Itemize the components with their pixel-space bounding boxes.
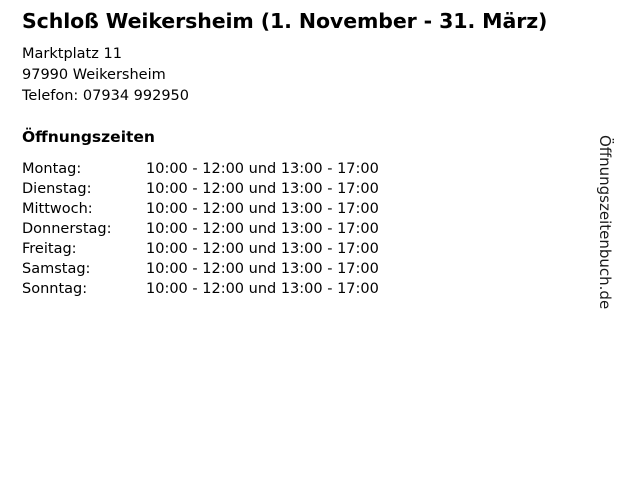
day-hours: 10:00 - 12:00 und 13:00 - 17:00 <box>146 201 379 217</box>
content-container: Schloß Weikersheim (1. November - 31. Mä… <box>22 8 582 299</box>
day-label: Mittwoch: <box>22 201 93 217</box>
address-block: Marktplatz 11 97990 Weikersheim Telefon:… <box>22 44 582 107</box>
table-row: Samstag: 10:00 - 12:00 und 13:00 - 17:00 <box>22 259 379 279</box>
opening-hours-heading: Öffnungszeiten <box>22 128 155 146</box>
day-label: Dienstag: <box>22 181 92 197</box>
day-label: Sonntag: <box>22 281 88 297</box>
day-hours: 10:00 - 12:00 und 13:00 - 17:00 <box>146 181 379 197</box>
opening-hours-table-body: Montag: 10:00 - 12:00 und 13:00 - 17:00 … <box>22 159 379 299</box>
day-label: Samstag: <box>22 261 91 277</box>
table-row: Freitag: 10:00 - 12:00 und 13:00 - 17:00 <box>22 239 379 259</box>
table-row: Montag: 10:00 - 12:00 und 13:00 - 17:00 <box>22 159 379 179</box>
day-hours: 10:00 - 12:00 und 13:00 - 17:00 <box>146 281 379 297</box>
day-hours: 10:00 - 12:00 und 13:00 - 17:00 <box>146 161 379 177</box>
day-hours: 10:00 - 12:00 und 13:00 - 17:00 <box>146 261 379 277</box>
opening-hours-table: Montag: 10:00 - 12:00 und 13:00 - 17:00 … <box>22 159 379 299</box>
address-phone: Telefon: 07934 992950 <box>22 88 190 104</box>
page-title: Schloß Weikersheim (1. November - 31. Mä… <box>22 9 548 33</box>
day-label: Freitag: <box>22 241 77 257</box>
site-watermark: Öffnungszeitenbuch.de <box>596 135 614 310</box>
table-row: Sonntag: 10:00 - 12:00 und 13:00 - 17:00 <box>22 279 379 299</box>
day-label: Donnerstag: <box>22 221 112 237</box>
table-row: Dienstag: 10:00 - 12:00 und 13:00 - 17:0… <box>22 179 379 199</box>
table-row: Mittwoch: 10:00 - 12:00 und 13:00 - 17:0… <box>22 199 379 219</box>
address-city: 97990 Weikersheim <box>22 67 166 83</box>
day-hours: 10:00 - 12:00 und 13:00 - 17:00 <box>146 241 379 257</box>
day-hours: 10:00 - 12:00 und 13:00 - 17:00 <box>146 221 379 237</box>
address-street: Marktplatz 11 <box>22 46 122 62</box>
day-label: Montag: <box>22 161 82 177</box>
table-row: Donnerstag: 10:00 - 12:00 und 13:00 - 17… <box>22 219 379 239</box>
